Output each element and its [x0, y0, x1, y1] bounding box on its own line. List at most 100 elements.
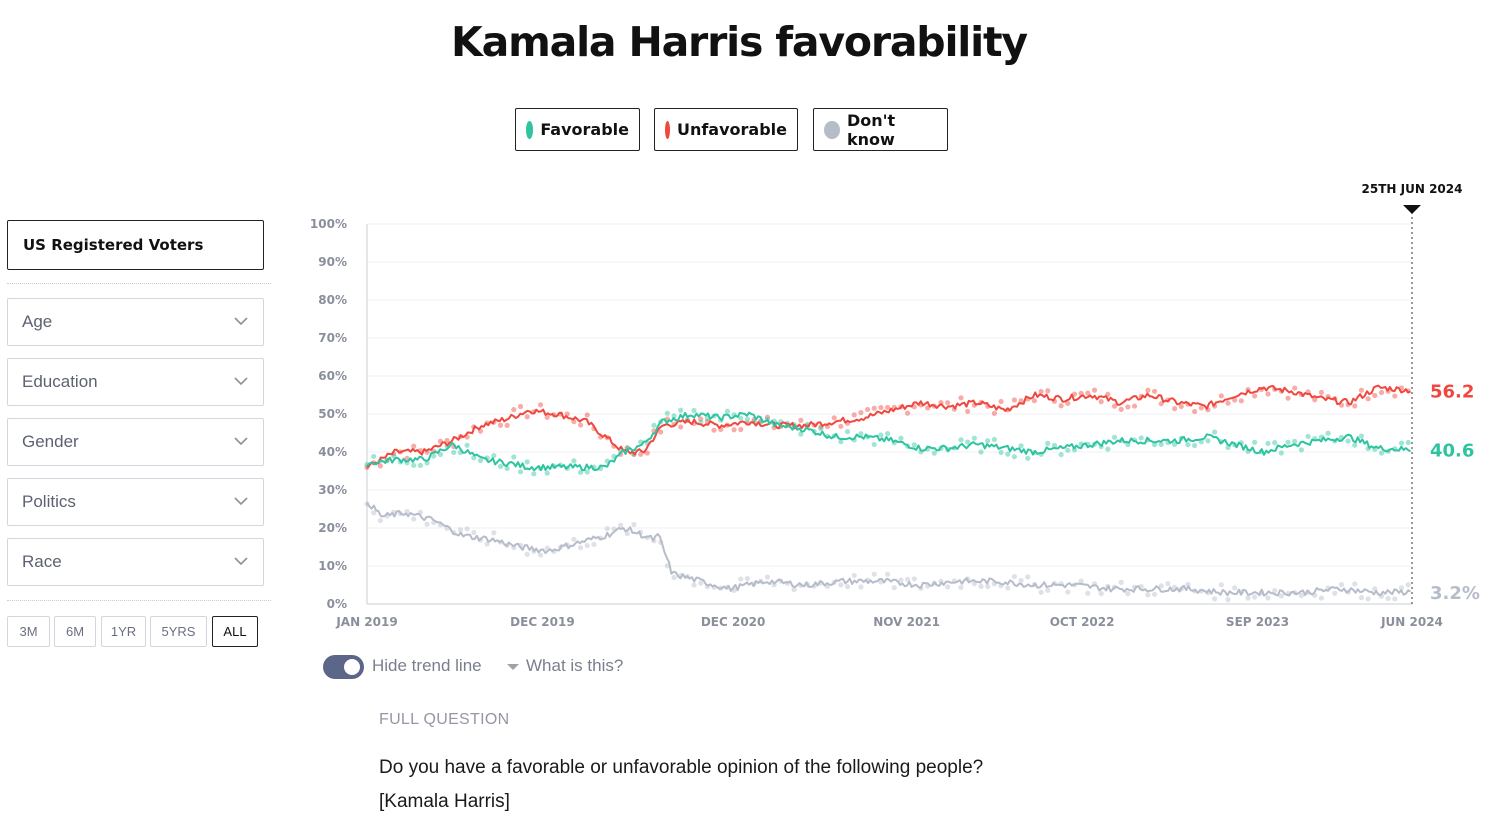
- favorable-poll-dot: [1265, 440, 1271, 447]
- what-is-this-link[interactable]: What is this?: [526, 656, 624, 675]
- don-t-know-poll-dot: [1352, 581, 1358, 587]
- don-t-know-poll-dot: [1398, 585, 1405, 591]
- unfavorable-poll-dot: [738, 426, 744, 433]
- favorable-poll-dot: [1298, 447, 1304, 453]
- range-3m-button[interactable]: 3M: [7, 616, 50, 647]
- don-t-know-poll-dot: [858, 584, 864, 590]
- don-t-know-poll-dot: [537, 552, 544, 558]
- favorable-poll-dot: [678, 407, 684, 413]
- x-tick-label: SEP 2023: [1226, 615, 1289, 629]
- favorable-poll-dot: [437, 451, 444, 458]
- x-tick-label: NOV 2021: [873, 615, 940, 629]
- don-t-know-poll-dot: [1298, 592, 1304, 599]
- favorable-poll-dot: [931, 450, 937, 456]
- don-t-know-poll-dot: [1018, 577, 1024, 584]
- unfavorable-poll-dot: [858, 410, 864, 416]
- range-1yr-button[interactable]: 1YR: [101, 616, 146, 647]
- unfavorable-poll-dot: [1225, 400, 1231, 406]
- favorable-poll-dot: [985, 438, 991, 444]
- filter-gender-dropdown[interactable]: Gender: [7, 418, 264, 466]
- hide-trend-label[interactable]: Hide trend line: [372, 656, 482, 675]
- favorable-poll-dot: [584, 469, 590, 475]
- don-t-know-poll-dot: [524, 551, 530, 557]
- don-t-know-poll-dot: [1165, 581, 1171, 587]
- favorable-poll-dot: [1358, 433, 1365, 439]
- favorable-poll-dot: [1011, 454, 1018, 460]
- unfavorable-poll-dot: [764, 414, 771, 420]
- unfavorable-poll-dot: [711, 427, 717, 433]
- unfavorable-poll-dot: [838, 423, 844, 429]
- favorable-poll-dot: [411, 462, 417, 468]
- favorable-poll-dot: [1138, 435, 1144, 441]
- favorable-poll-dot: [1065, 447, 1071, 453]
- filter-race-dropdown[interactable]: Race: [7, 538, 264, 586]
- don-t-know-poll-dot: [1405, 582, 1411, 588]
- filter-age-label: Age: [22, 312, 53, 331]
- range-6m-button[interactable]: 6M: [54, 616, 96, 647]
- filter-race-label: Race: [22, 552, 62, 571]
- legend-favorable-dot: [526, 120, 534, 139]
- y-tick-label: 50%: [318, 407, 347, 421]
- unfavorable-poll-dot: [524, 414, 530, 420]
- favorable-poll-dot: [371, 453, 377, 460]
- favorable-poll-dot: [477, 457, 484, 464]
- unfavorable-poll-dot: [1031, 398, 1038, 404]
- don-t-know-poll-dot: [985, 583, 991, 590]
- unfavorable-poll-dot: [584, 412, 590, 418]
- don-t-know-poll-dot: [671, 574, 677, 581]
- don-t-know-poll-dot: [591, 541, 597, 548]
- unfavorable-poll-dot: [1011, 397, 1018, 403]
- unfavorable-poll-dot: [1125, 404, 1131, 410]
- favorable-poll-dot: [738, 415, 744, 421]
- favorable-poll-dot: [431, 453, 437, 459]
- favorable-trend-line: [366, 411, 1411, 472]
- don-t-know-poll-dot: [891, 585, 897, 591]
- don-t-know-poll-dot: [471, 529, 477, 536]
- favorable-poll-dot: [1212, 429, 1218, 435]
- don-t-know-poll-dot: [1332, 590, 1338, 596]
- chevron-down-icon: [234, 497, 248, 506]
- favorable-poll-dot: [1278, 450, 1284, 456]
- unfavorable-poll-dot: [1252, 393, 1258, 399]
- favorable-poll-dot: [1192, 442, 1198, 449]
- unfavorable-poll-dot: [945, 400, 951, 406]
- unfavorable-poll-dot: [517, 403, 524, 410]
- don-t-know-poll-dot: [1125, 591, 1131, 597]
- don-t-know-poll-dot: [1078, 578, 1084, 584]
- favorable-poll-dot: [1345, 438, 1351, 444]
- favorable-poll-dot: [651, 422, 657, 428]
- favorable-end-label: 40.6: [1430, 441, 1474, 462]
- unfavorable-poll-dot: [991, 410, 997, 417]
- favorable-poll-dot: [971, 435, 977, 441]
- don-t-know-poll-dot: [744, 575, 751, 582]
- page-title: Kamala Harris favorability: [451, 18, 1028, 66]
- favorable-poll-dot: [818, 426, 824, 432]
- unfavorable-poll-dot: [958, 395, 964, 401]
- unfavorable-poll-dot: [965, 408, 971, 414]
- legend-favorable-button[interactable]: Favorable: [515, 108, 640, 151]
- hide-trend-toggle[interactable]: [323, 655, 364, 679]
- range-5yrs-button[interactable]: 5YRS: [150, 616, 207, 647]
- filter-education-dropdown[interactable]: Education: [7, 358, 264, 406]
- don-t-know-poll-dot: [631, 521, 637, 528]
- unfavorable-poll-dot: [1352, 403, 1358, 409]
- filter-age-dropdown[interactable]: Age: [7, 298, 264, 346]
- don-t-know-poll-dot: [691, 582, 697, 588]
- don-t-know-poll-dot: [1272, 587, 1278, 594]
- unfavorable-poll-dot: [1238, 398, 1244, 404]
- unfavorable-trend-line: [366, 384, 1411, 469]
- don-t-know-poll-dot: [1278, 593, 1284, 599]
- unfavorable-poll-dot: [658, 429, 664, 435]
- legend-dont-know-button[interactable]: Don't know: [813, 108, 948, 151]
- population-selector[interactable]: US Registered Voters: [7, 220, 264, 270]
- unfavorable-poll-dot: [1358, 387, 1365, 393]
- unfavorable-poll-dot: [504, 422, 510, 428]
- favorable-poll-dot: [691, 407, 697, 414]
- y-tick-label: 70%: [318, 331, 347, 345]
- unfavorable-poll-dot: [1378, 389, 1385, 396]
- legend-unfavorable-button[interactable]: Unfavorable: [654, 108, 798, 151]
- range-all-button[interactable]: ALL: [212, 616, 258, 647]
- filter-politics-dropdown[interactable]: Politics: [7, 478, 264, 526]
- favorable-poll-dot: [544, 470, 550, 476]
- don-t-know-poll-dot: [1212, 596, 1218, 602]
